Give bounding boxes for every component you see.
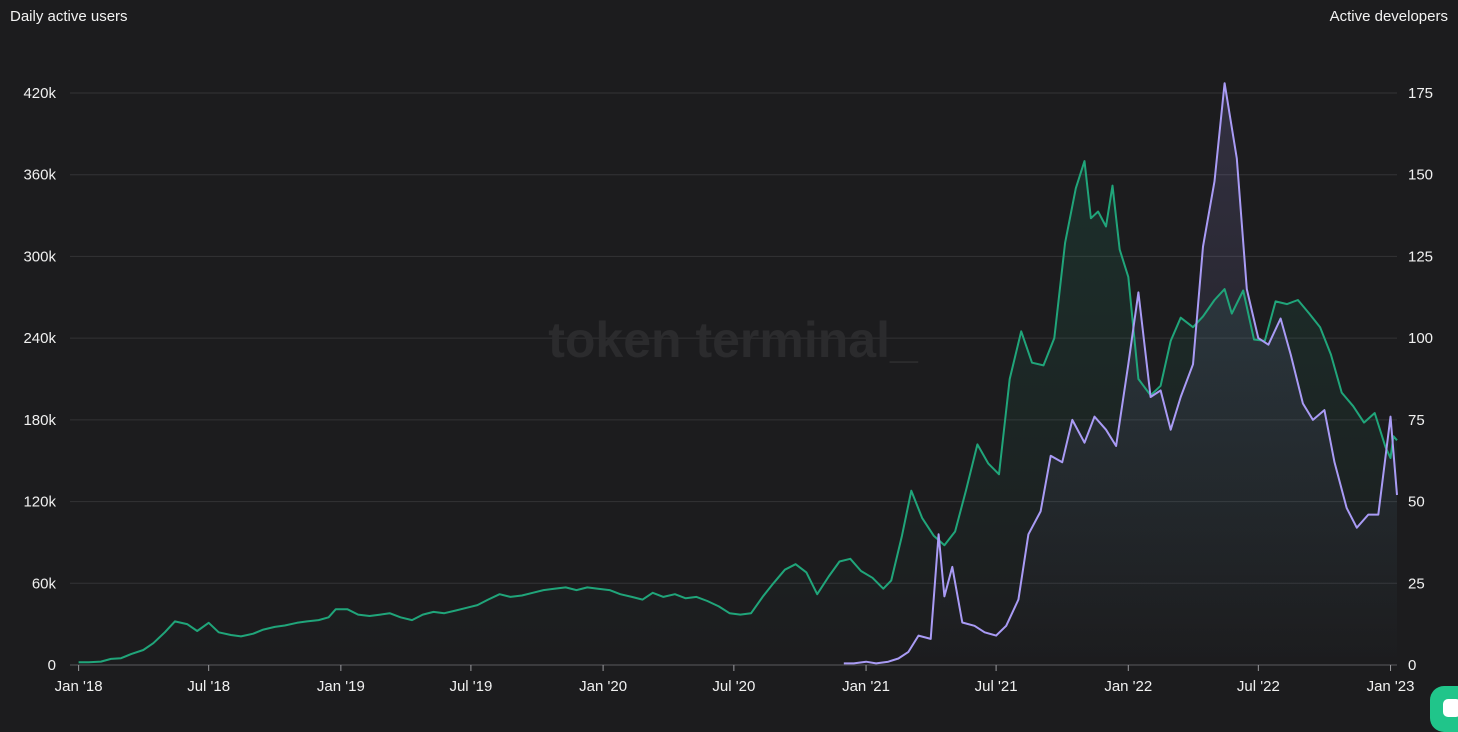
right-tick-label: 25 <box>1408 575 1425 592</box>
right-tick-label: 0 <box>1408 657 1416 674</box>
left-tick-label: 300k <box>23 248 56 265</box>
x-tick-label: Jan '23 <box>1367 678 1415 695</box>
right-tick-label: 75 <box>1408 412 1425 429</box>
x-tick-label: Jan '19 <box>317 678 365 695</box>
x-tick-label: Jul '18 <box>187 678 230 695</box>
x-tick-label: Jul '20 <box>712 678 755 695</box>
left-tick-label: 180k <box>23 412 56 429</box>
x-tick-label: Jul '19 <box>449 678 492 695</box>
x-tick-label: Jan '22 <box>1104 678 1152 695</box>
right-tick-label: 125 <box>1408 248 1433 265</box>
x-tick-label: Jan '20 <box>579 678 627 695</box>
left-tick-label: 60k <box>32 575 57 592</box>
right-tick-label: 150 <box>1408 167 1433 184</box>
right-tick-label: 100 <box>1408 330 1433 347</box>
left-tick-label: 0 <box>48 657 56 674</box>
series-line-active-developers <box>843 82 1398 665</box>
right-tick-label: 175 <box>1408 85 1433 102</box>
left-axis-title: Daily active users <box>10 8 128 25</box>
x-tick-label: Jan '21 <box>842 678 890 695</box>
chart-plot-area: token terminal_ 0 60k 120k 180k 240k 300k 360k… <box>23 82 1433 695</box>
left-tick-label: 360k <box>23 167 56 184</box>
x-tick-label: Jul '22 <box>1237 678 1280 695</box>
watermark: token terminal_ <box>548 312 919 368</box>
right-tick-label: 50 <box>1408 494 1425 511</box>
left-tick-label: 420k <box>23 85 56 102</box>
left-tick-label: 120k <box>23 494 56 511</box>
series-line-daily-active-users <box>78 160 1398 664</box>
x-tick-label: Jan '18 <box>55 678 103 695</box>
left-tick-label: 240k <box>23 330 56 347</box>
right-axis-title: Active developers <box>1329 8 1448 25</box>
series-area-active-developers <box>843 83 1397 665</box>
x-tick-label: Jul '21 <box>975 678 1018 695</box>
chat-widget-button[interactable] <box>1430 686 1458 732</box>
